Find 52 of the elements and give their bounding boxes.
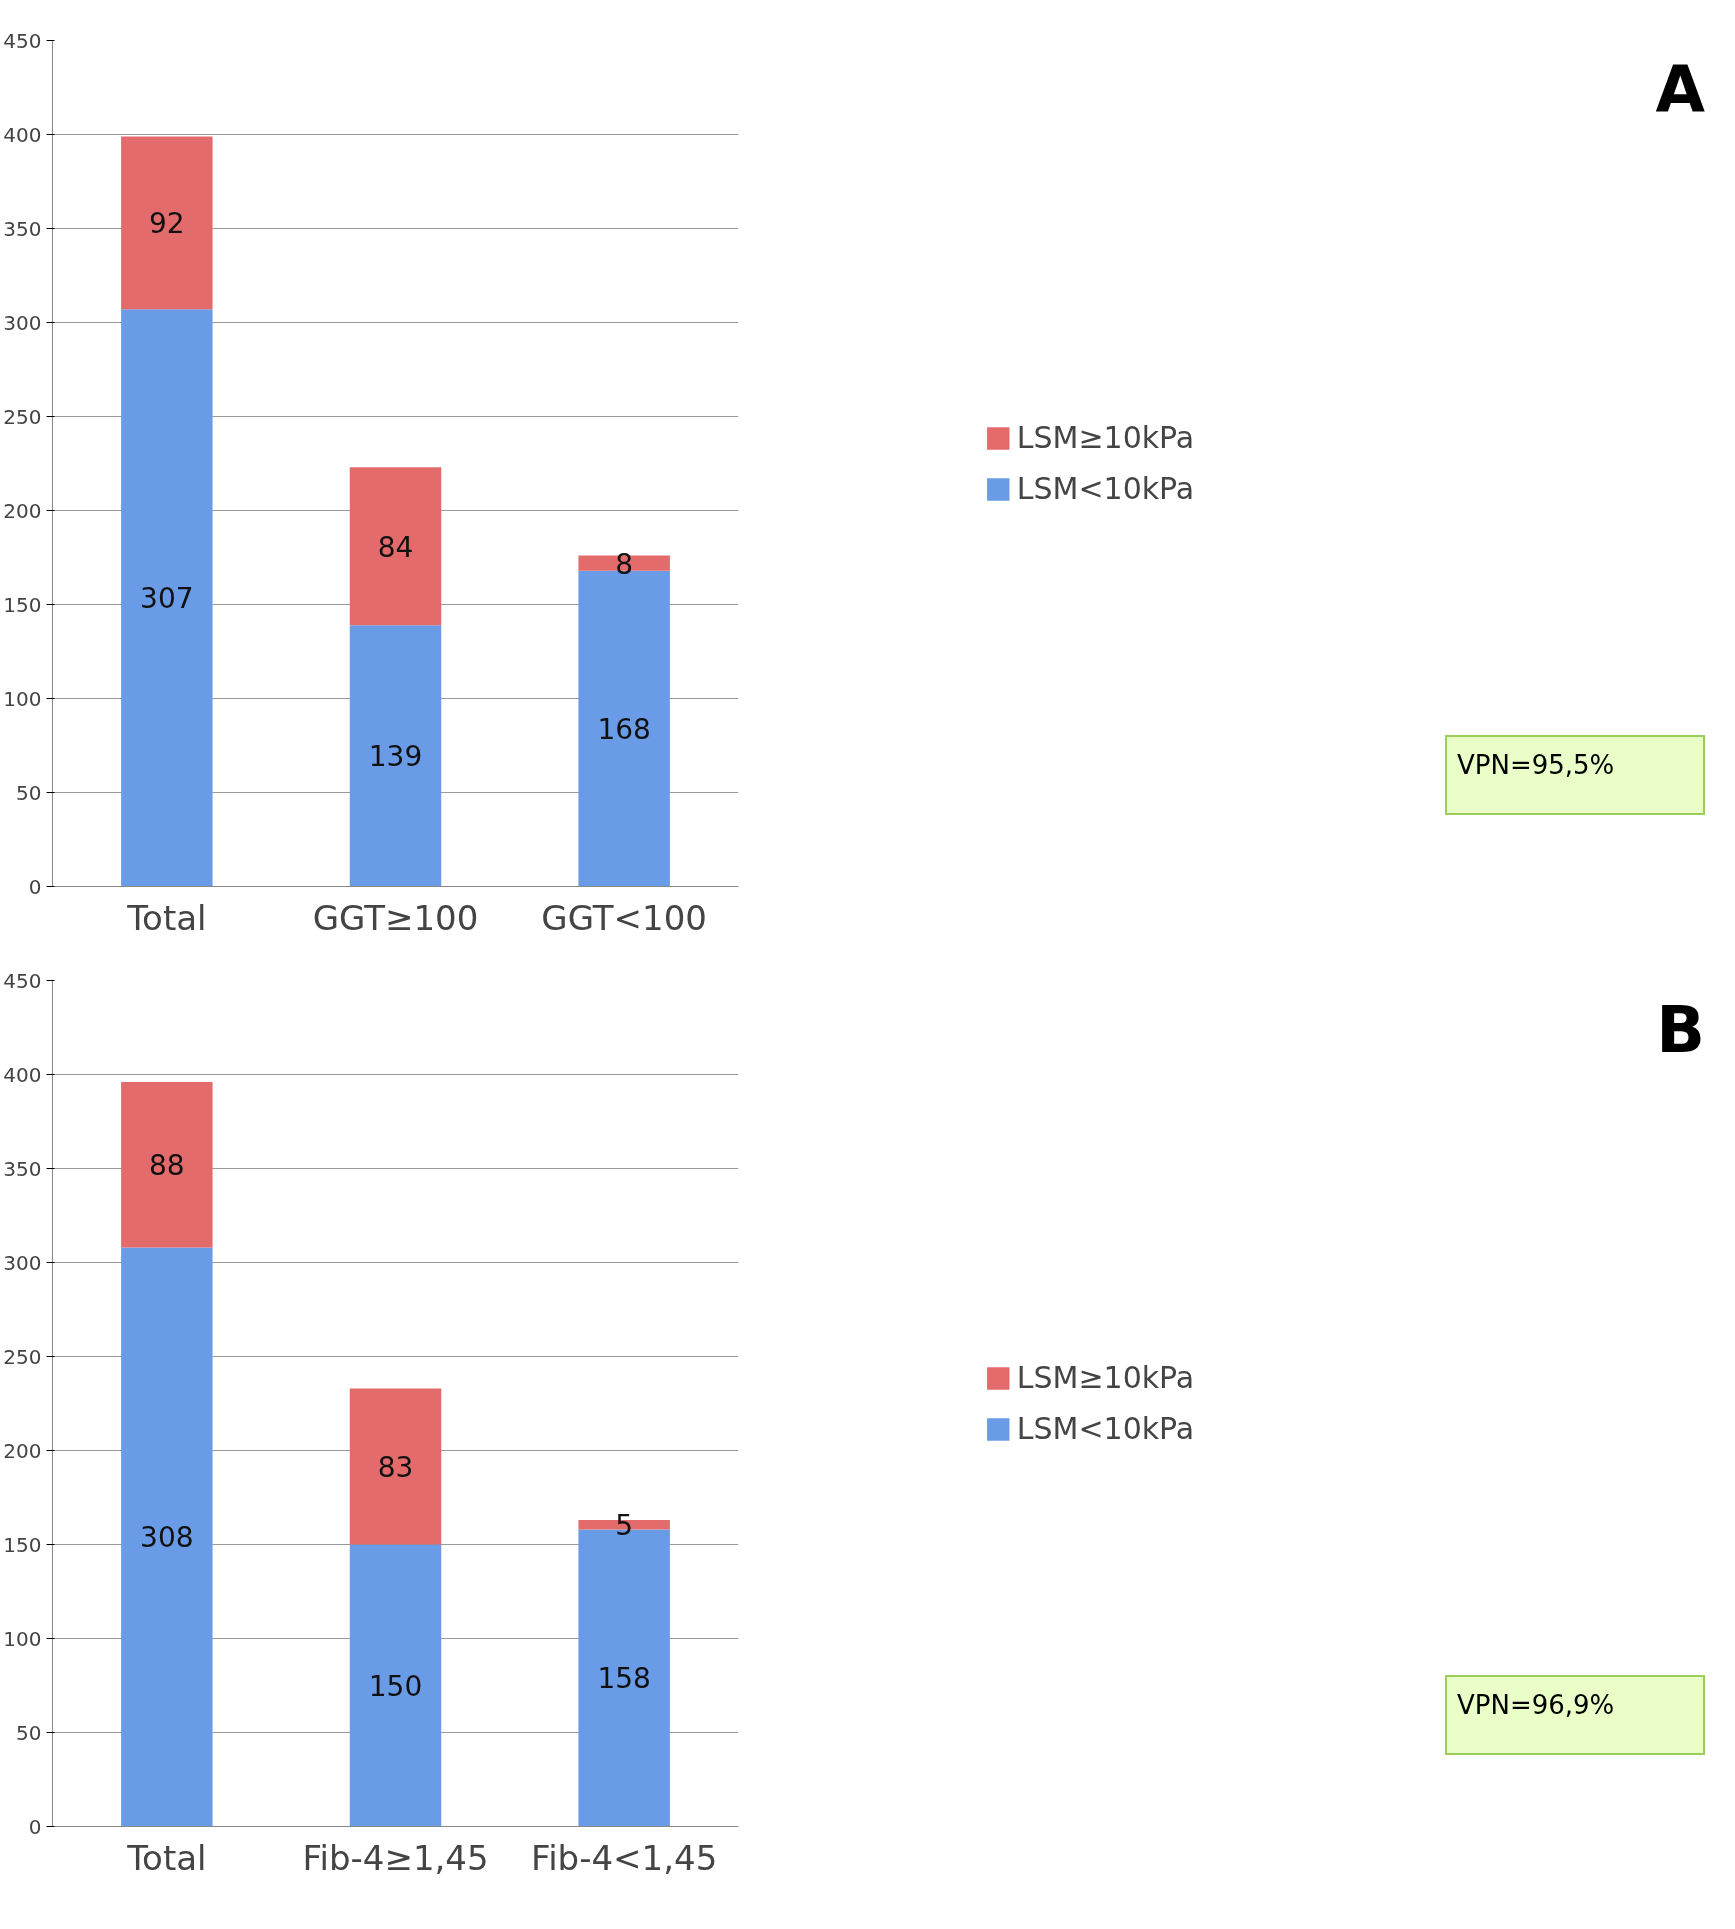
data-label: 92 — [149, 207, 185, 241]
y-tick-label: 350 — [3, 216, 42, 241]
text: VPN=96,9% — [1457, 1689, 1615, 1722]
y-tick-label: 100 — [3, 686, 42, 711]
bar — [349, 467, 442, 626]
bar — [349, 1388, 442, 1545]
text: VPN=95,5% — [1457, 749, 1615, 782]
y-tick-label: 400 — [3, 1062, 42, 1087]
text: B — [1656, 992, 1705, 1069]
legend-label: LSM≥10kPa — [1016, 420, 1195, 455]
legend-label: LSM≥10kPa — [1016, 1360, 1195, 1395]
y-tick-label: 200 — [3, 498, 42, 523]
x-tick-label: Total — [126, 897, 207, 938]
bar — [349, 1544, 442, 1827]
data-label: 150 — [368, 1670, 423, 1703]
bar — [121, 309, 213, 887]
x-tick-label: GGT<100 — [541, 897, 707, 938]
y-tick-label: 50 — [16, 1720, 42, 1745]
x-tick-label: Fib-4≥1,45 — [302, 1837, 489, 1878]
x-tick-label: GGT≥100 — [312, 897, 479, 938]
y-tick-label: 350 — [3, 1156, 42, 1181]
y-tick-label: 0 — [28, 1814, 42, 1839]
y-tick-label: 150 — [3, 592, 42, 617]
data-label: 84 — [377, 530, 414, 564]
y-tick-label: 300 — [3, 1250, 42, 1275]
text: A — [1655, 52, 1705, 129]
y-tick-label: 250 — [3, 404, 42, 429]
y-tick-label: 300 — [3, 310, 42, 335]
y-tick-label: 0 — [28, 874, 42, 899]
data-label: 308 — [140, 1521, 194, 1555]
x-tick-label: Total — [126, 1837, 207, 1878]
data-label: 168 — [597, 713, 651, 747]
data-label: 83 — [377, 1450, 414, 1484]
y-tick-label: 250 — [3, 1344, 42, 1369]
data-label: 88 — [149, 1149, 185, 1183]
data-label: 307 — [140, 582, 194, 616]
y-tick-label: 450 — [3, 28, 42, 53]
data-label: 139 — [368, 740, 423, 774]
bar — [121, 1247, 213, 1827]
bar — [121, 1082, 213, 1248]
data-label: 158 — [597, 1662, 651, 1696]
y-tick-label: 100 — [3, 1626, 42, 1651]
legend-label: LSM<10kPa — [1016, 471, 1195, 506]
y-tick-label: 50 — [16, 780, 42, 805]
bar — [349, 625, 442, 887]
y-tick-label: 200 — [3, 1438, 42, 1463]
legend-label: LSM<10kPa — [1016, 1411, 1195, 1446]
y-tick-label: 450 — [3, 968, 42, 993]
y-tick-label: 150 — [3, 1532, 42, 1557]
x-tick-label: Fib-4<1,45 — [531, 1837, 718, 1878]
bar — [121, 136, 213, 310]
y-tick-label: 400 — [3, 122, 42, 147]
